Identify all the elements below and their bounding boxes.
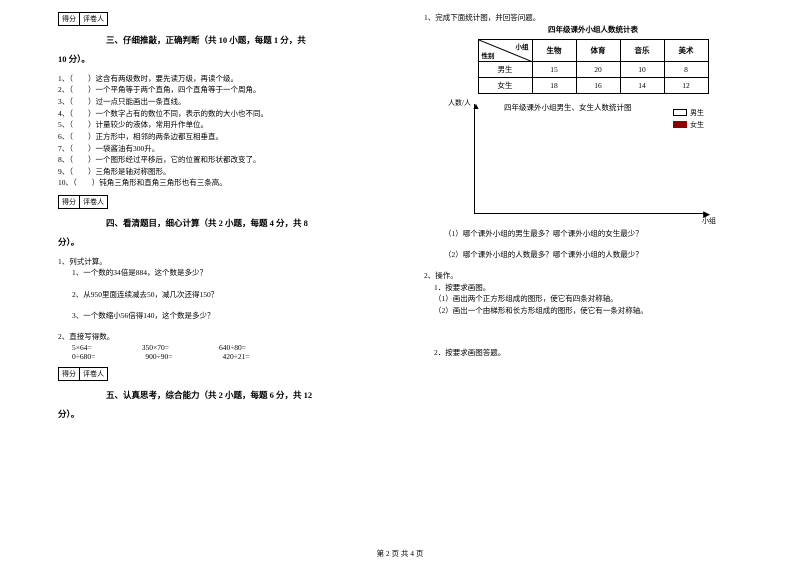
s3-item: 9、（ ）三角形是轴对称图形。 xyxy=(58,166,396,178)
s3-item: 2、（ ）一个平角等于两个直角，四个直角等于一个周角。 xyxy=(58,84,396,96)
s3-item: 3、（ ）过一点只能画出一条直线。 xyxy=(58,96,396,108)
x-axis xyxy=(474,213,704,214)
section-4-cont: 分）。 xyxy=(58,236,396,248)
row-label: 男生 xyxy=(478,61,532,77)
col-header: 美术 xyxy=(664,39,708,61)
legend-swatch-female xyxy=(673,121,687,128)
s3-item: 10、（ ）钝角三角形和直角三角形也有三条高。 xyxy=(58,177,396,189)
score-label: 得分 xyxy=(59,196,80,208)
grader-label: 评卷人 xyxy=(80,196,107,208)
arrow-up-icon: ▲ xyxy=(472,101,481,111)
cell: 15 xyxy=(532,61,576,77)
cell: 8 xyxy=(664,61,708,77)
expr: 640÷80= xyxy=(219,343,246,352)
r-subq: （2）哪个课外小组的人数最多？哪个课外小组的人数最少？ xyxy=(444,249,762,260)
r-q2a: 1．按要求画图。 xyxy=(434,282,762,294)
score-box: 得分 评卷人 xyxy=(58,367,108,381)
legend-swatch-male xyxy=(673,109,687,116)
score-label: 得分 xyxy=(59,13,80,25)
r-q2b: 2．按要求画图答题。 xyxy=(434,347,762,359)
legend-female: 女生 xyxy=(690,120,704,130)
left-column: 得分 评卷人 三、仔细推敲，正确判断（共 10 小题，每题 1 分，共 10 分… xyxy=(50,12,412,540)
diag-header: 小组 性别 xyxy=(478,39,532,61)
section-5-title: 五、认真思考，综合能力（共 2 小题，每题 6 分，共 12 xyxy=(106,389,396,402)
s3-item: 1、（ ）这含有两级数时，要先读万级，再读个级。 xyxy=(58,73,396,85)
y-axis xyxy=(474,104,475,214)
cell: 16 xyxy=(576,77,620,93)
section-4-title: 四、看清题目，细心计算（共 2 小题，每题 4 分，共 8 xyxy=(106,217,396,230)
direct-row: 0÷680= 900÷90= 420÷21= xyxy=(72,352,396,361)
col-header: 体育 xyxy=(576,39,620,61)
chart-title: 四年级课外小组男生、女生人数统计图 xyxy=(504,102,632,113)
r-q2a-sub: （1）画出两个正方形组成的图形，使它有四条对称轴。 xyxy=(434,293,762,305)
grader-label: 评卷人 xyxy=(80,368,107,380)
cell: 18 xyxy=(532,77,576,93)
s3-item: 8、（ ）一个图形经过平移后，它的位置和形状都改变了。 xyxy=(58,154,396,166)
x-axis-label: 小组 xyxy=(702,216,716,226)
col-header: 生物 xyxy=(532,39,576,61)
score-box: 得分 评卷人 xyxy=(58,195,108,209)
table-row: 女生 18 16 14 12 xyxy=(478,77,708,93)
direct-row: 5×64= 350×70= 640÷80= xyxy=(72,343,396,352)
s4-q1-sub: 2、从950里面连续减去50，减几次还得150？ xyxy=(72,289,396,300)
expr: 350×70= xyxy=(142,343,169,352)
table-title: 四年级课外小组人数统计表 xyxy=(424,24,762,35)
s4-q1-sub: 3、一个数缩小56倍得140，这个数是多少？ xyxy=(72,310,396,321)
s3-item: 5、（ ）计量较少的液体，常用升作单位。 xyxy=(58,119,396,131)
y-axis-label: 人数/人 xyxy=(448,98,471,108)
section-3-title: 三、仔细推敲，正确判断（共 10 小题，每题 1 分，共 xyxy=(106,34,396,47)
r-q1: 1、完成下面统计图，并回答问题。 xyxy=(424,12,762,24)
section-5-cont: 分）。 xyxy=(58,408,396,420)
section-3-cont: 10 分）。 xyxy=(58,53,396,65)
bar-chart: 人数/人 四年级课外小组男生、女生人数统计图 男生 女生 ▲ ▶ 小组 xyxy=(454,104,714,224)
cell: 20 xyxy=(576,61,620,77)
score-box: 得分 评卷人 xyxy=(58,12,108,26)
cell: 10 xyxy=(620,61,664,77)
legend-male: 男生 xyxy=(690,108,704,118)
expr: 420÷21= xyxy=(222,352,249,361)
s4-q1: 1、列式计算。 xyxy=(58,256,396,268)
s4-q2: 2、直接写得数。 xyxy=(58,331,396,343)
table-row: 男生 15 20 10 8 xyxy=(478,61,708,77)
grader-label: 评卷人 xyxy=(80,13,107,25)
expr: 5×64= xyxy=(72,343,92,352)
legend: 男生 女生 xyxy=(673,108,704,132)
page-footer: 第 2 页 共 4 页 xyxy=(0,548,800,559)
col-header: 音乐 xyxy=(620,39,664,61)
s3-item: 4、（ ）一个数字占有的数位不同，表示的数的大小也不同。 xyxy=(58,108,396,120)
cell: 14 xyxy=(620,77,664,93)
diag-top: 小组 xyxy=(516,41,529,51)
r-q2a-sub: （2）画出一个由梯形和长方形组成的图形，使它有一条对称轴。 xyxy=(434,305,762,317)
diag-bot: 性别 xyxy=(482,50,495,60)
score-label: 得分 xyxy=(59,368,80,380)
s4-q1-sub: 1、一个数的34倍是884，这个数是多少？ xyxy=(72,267,396,278)
expr: 0÷680= xyxy=(72,352,95,361)
page: 得分 评卷人 三、仔细推敲，正确判断（共 10 小题，每题 1 分，共 10 分… xyxy=(0,0,800,540)
row-label: 女生 xyxy=(478,77,532,93)
expr: 900÷90= xyxy=(145,352,172,361)
right-column: 1、完成下面统计图，并回答问题。 四年级课外小组人数统计表 小组 性别 生物 体… xyxy=(412,12,770,540)
r-q2: 2、操作。 xyxy=(424,270,762,282)
r-subq: （1）哪个课外小组的男生最多？哪个课外小组的女生最少？ xyxy=(444,228,762,239)
stat-table: 小组 性别 生物 体育 音乐 美术 男生 15 20 10 8 女生 18 16… xyxy=(478,39,709,94)
cell: 12 xyxy=(664,77,708,93)
s3-item: 7、（ ）一袋酱油有300升。 xyxy=(58,143,396,155)
s3-item: 6、（ ）正方形中，相邻的两条边都互相垂直。 xyxy=(58,131,396,143)
